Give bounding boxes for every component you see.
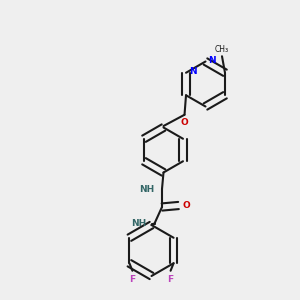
Text: F: F xyxy=(129,275,136,284)
Text: N: N xyxy=(208,56,216,64)
Text: CH₃: CH₃ xyxy=(215,45,229,54)
Text: NH: NH xyxy=(131,219,146,228)
Text: O: O xyxy=(182,201,190,210)
Text: NH: NH xyxy=(139,184,154,194)
Text: O: O xyxy=(180,118,188,127)
Text: F: F xyxy=(167,275,174,284)
Text: N: N xyxy=(189,67,196,76)
